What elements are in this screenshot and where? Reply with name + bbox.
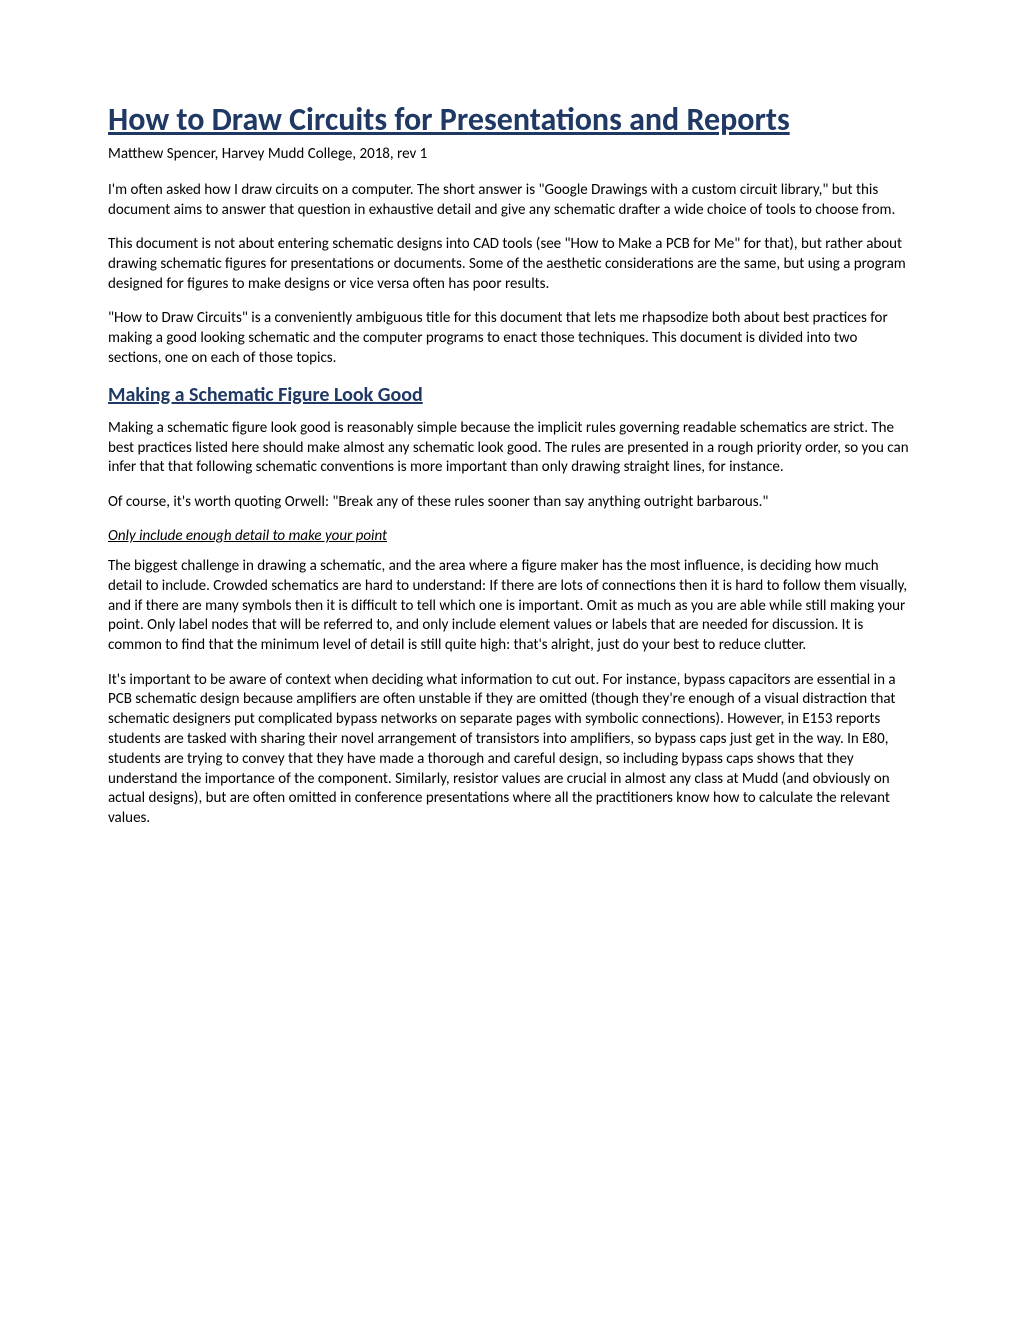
subsection1-paragraph-2: It's important to be aware of context wh… [108, 671, 912, 829]
subsection1-paragraph-1: The biggest challenge in drawing a schem… [108, 557, 912, 656]
page-title: How to Draw Circuits for Presentations a… [108, 100, 912, 139]
intro-paragraph-3: "How to Draw Circuits" is a conveniently… [108, 309, 912, 368]
intro-paragraph-2: This document is not about entering sche… [108, 235, 912, 294]
section-heading-1: Making a Schematic Figure Look Good [108, 383, 912, 407]
subsection-heading-1: Only include enough detail to make your … [108, 527, 912, 545]
author-line: Matthew Spencer, Harvey Mudd College, 20… [108, 145, 912, 163]
section1-paragraph-2: Of course, it's worth quoting Orwell: "B… [108, 493, 912, 513]
intro-paragraph-1: I'm often asked how I draw circuits on a… [108, 181, 912, 221]
section1-paragraph-1: Making a schematic figure look good is r… [108, 419, 912, 478]
